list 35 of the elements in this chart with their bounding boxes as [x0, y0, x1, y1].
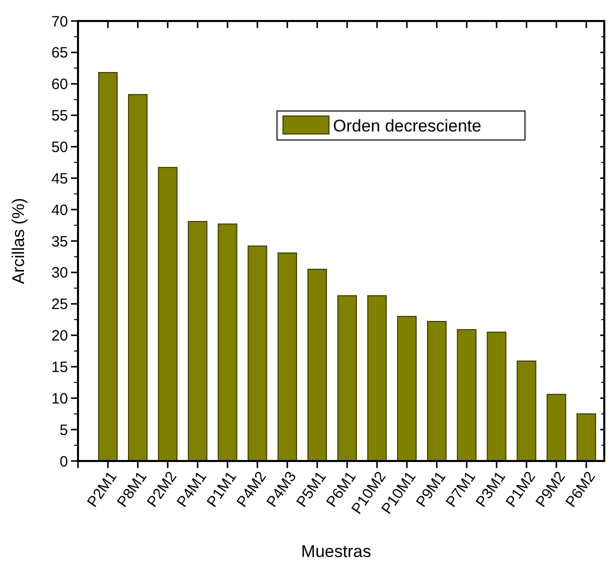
y-tick-label: 25	[51, 296, 68, 314]
y-tick-label: 30	[51, 264, 68, 282]
bar	[248, 246, 268, 462]
y-tick-label: 0	[60, 453, 68, 470]
bar	[278, 252, 298, 462]
bar	[576, 413, 596, 462]
bar	[456, 329, 476, 462]
legend-label: Orden decresciente	[333, 116, 482, 136]
y-tick-label: 65	[51, 44, 68, 62]
y-tick-label: 5	[60, 422, 68, 439]
bar	[367, 295, 387, 462]
bar	[427, 320, 447, 462]
y-tick-label: 55	[51, 108, 68, 125]
bar	[397, 316, 417, 462]
x-axis-title: Muestras	[301, 542, 372, 561]
bar	[337, 295, 357, 462]
y-tick-label: 10	[51, 390, 68, 408]
bar	[486, 332, 506, 462]
bar	[128, 94, 148, 462]
y-tick-label: 45	[51, 170, 68, 188]
y-tick-label: 70	[51, 13, 68, 30]
bar	[98, 72, 118, 462]
y-tick-label: 35	[51, 233, 68, 250]
bar	[307, 268, 327, 462]
bar	[218, 224, 238, 462]
y-tick-label: 60	[51, 76, 68, 94]
bar	[158, 166, 178, 462]
bar	[546, 394, 566, 462]
y-tick-label: 15	[51, 358, 68, 376]
y-tick-label: 40	[51, 202, 68, 219]
y-tick-label: 50	[51, 138, 68, 156]
bar	[188, 221, 208, 462]
y-axis-title: Arcillas (%)	[9, 198, 28, 284]
bar	[516, 360, 536, 462]
y-tick-label: 20	[51, 328, 68, 345]
